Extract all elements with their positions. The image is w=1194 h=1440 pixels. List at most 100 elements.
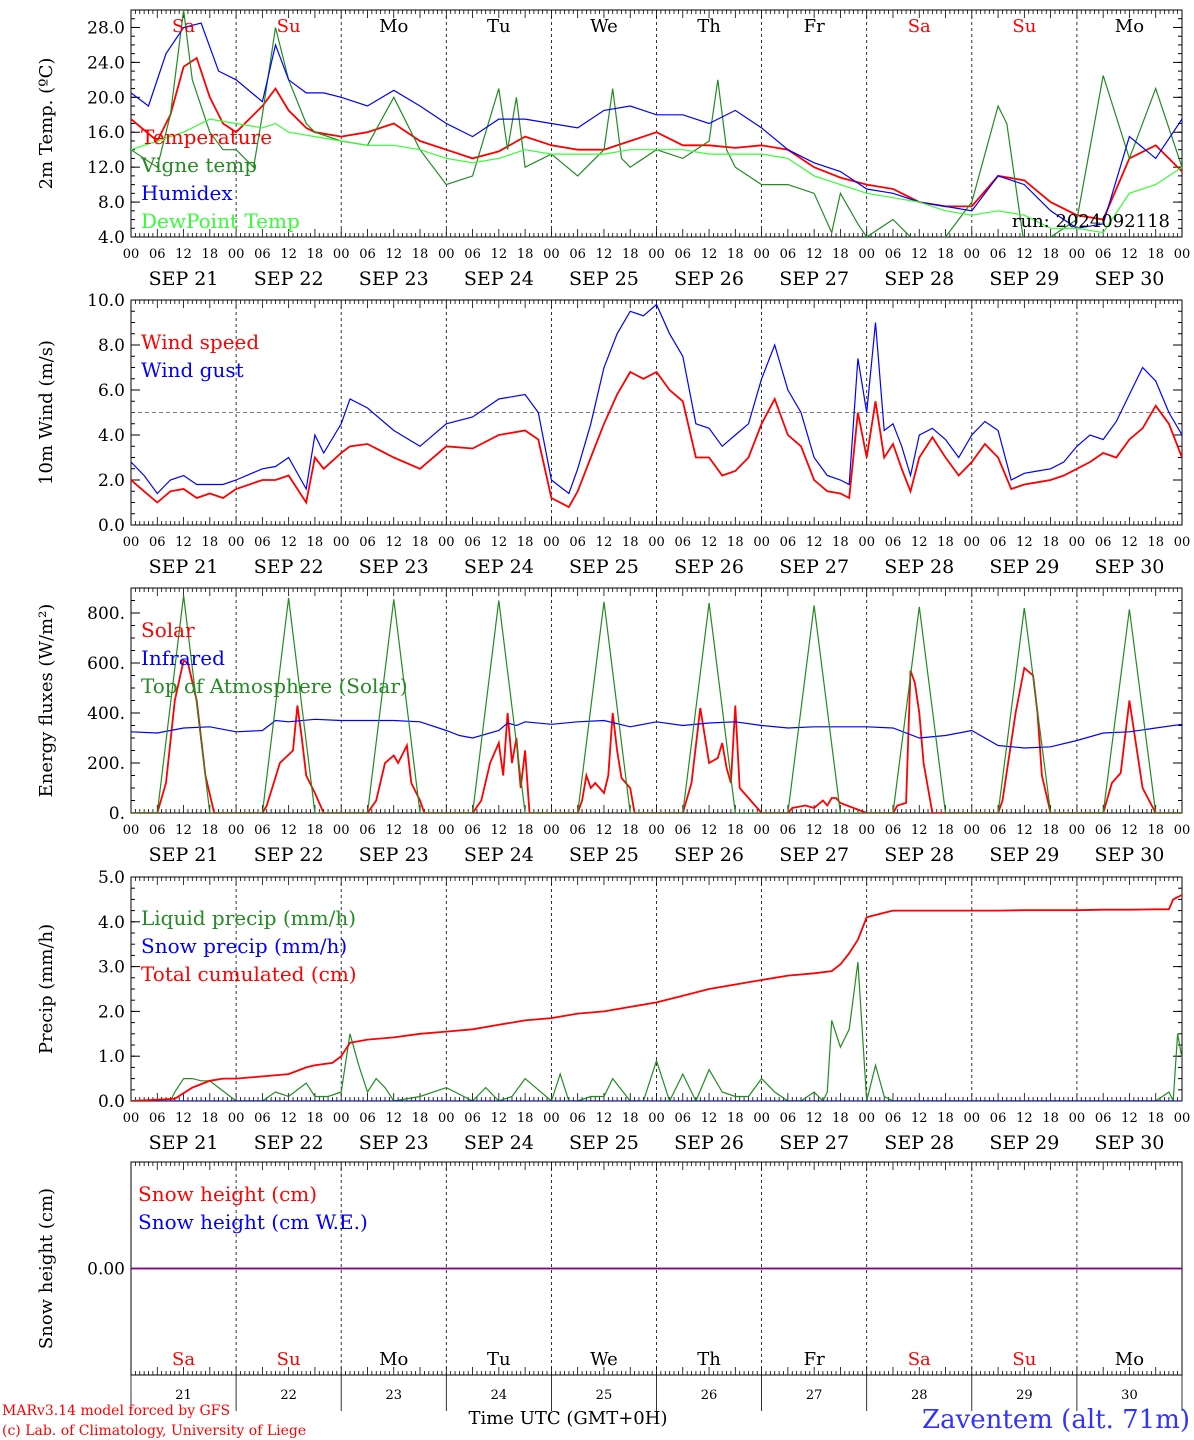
hour-tick-label: 18 <box>307 823 324 838</box>
hour-tick-label: 06 <box>569 1111 586 1126</box>
date-label: SEP 26 <box>674 556 744 578</box>
hour-tick-label: 06 <box>780 247 797 262</box>
hour-tick-label: 00 <box>858 1111 875 1126</box>
hour-tick-label: 00 <box>228 247 245 262</box>
y-tick-label: 8.0 <box>98 193 125 213</box>
hour-tick-label: 18 <box>937 1111 954 1126</box>
y-tick-label: 12.0 <box>87 158 125 178</box>
hour-tick-label: 00 <box>123 823 140 838</box>
hour-tick-label: 00 <box>648 247 665 262</box>
weekday-label: Fr <box>804 1349 825 1370</box>
hour-tick-label: 06 <box>990 535 1007 550</box>
date-label: SEP 27 <box>779 1132 849 1154</box>
hour-tick-label: 12 <box>911 1111 928 1126</box>
hour-tick-label: 18 <box>832 1111 849 1126</box>
hour-tick-label: 00 <box>753 823 770 838</box>
hour-tick-label: 18 <box>1147 247 1164 262</box>
y-tick-label: 28.0 <box>87 18 125 38</box>
hour-tick-label: 18 <box>412 247 429 262</box>
hour-tick-label: 18 <box>517 1111 534 1126</box>
y-tick-label: 4.0 <box>98 426 125 446</box>
hour-tick-label: 00 <box>228 1111 245 1126</box>
y-axis-title: Precip (mm/h) <box>36 924 57 1054</box>
hour-tick-label: 12 <box>1121 823 1138 838</box>
weekday-label: Tu <box>487 1349 511 1370</box>
weekday-label: Fr <box>804 16 825 37</box>
hour-tick-label: 06 <box>359 1111 376 1126</box>
date-label: SEP 30 <box>1095 1132 1165 1154</box>
hour-tick-label: 00 <box>648 823 665 838</box>
date-label: SEP 24 <box>464 556 534 578</box>
y-axis-title: Energy fluxes (W/m²) <box>36 604 57 798</box>
hour-tick-label: 12 <box>701 1111 718 1126</box>
hour-tick-label: 06 <box>254 535 271 550</box>
hour-tick-label: 00 <box>1069 535 1086 550</box>
hour-tick-label: 06 <box>149 247 166 262</box>
hour-tick-label: 06 <box>885 247 902 262</box>
footer-model-line: MARv3.14 model forced by GFS <box>2 1403 230 1419</box>
hour-tick-label: 18 <box>832 823 849 838</box>
hour-tick-label: 00 <box>648 1111 665 1126</box>
hour-tick-label: 12 <box>701 823 718 838</box>
hour-tick-label: 00 <box>123 535 140 550</box>
hour-tick-label: 18 <box>517 823 534 838</box>
weekday-label: Su <box>1012 1349 1036 1370</box>
date-label: SEP 21 <box>149 1132 219 1154</box>
day-number-label: 25 <box>596 1388 613 1403</box>
weekday-label: Mo <box>379 1349 408 1370</box>
date-label: SEP 28 <box>884 268 954 290</box>
weekday-label: Su <box>277 1349 301 1370</box>
hour-tick-label: 18 <box>202 823 219 838</box>
date-label: SEP 27 <box>779 268 849 290</box>
day-number-label: 27 <box>806 1388 823 1403</box>
y-tick-label: 6.0 <box>98 381 125 401</box>
hour-tick-label: 06 <box>780 1111 797 1126</box>
hour-tick-label: 12 <box>911 823 928 838</box>
hour-tick-label: 06 <box>569 247 586 262</box>
date-label: SEP 30 <box>1095 844 1165 866</box>
hour-tick-label: 18 <box>1042 247 1059 262</box>
legend-entry: Liquid precip (mm/h) <box>141 906 356 930</box>
hour-tick-label: 06 <box>1095 1111 1112 1126</box>
date-label: SEP 22 <box>254 268 324 290</box>
date-label: SEP 29 <box>989 268 1059 290</box>
hour-tick-label: 12 <box>280 247 297 262</box>
date-label: SEP 24 <box>464 268 534 290</box>
station-name: Zaventem (alt. 71m) <box>922 1405 1190 1435</box>
legend-entry: Top of Atmosphere (Solar) <box>141 674 408 698</box>
hour-tick-label: 06 <box>675 1111 692 1126</box>
hour-tick-label: 18 <box>202 247 219 262</box>
day-number-label: 28 <box>911 1388 928 1403</box>
y-tick-label: 24.0 <box>87 53 125 73</box>
hour-tick-label: 06 <box>675 535 692 550</box>
hour-tick-label: 00 <box>1069 823 1086 838</box>
date-label: SEP 25 <box>569 268 639 290</box>
hour-tick-label: 12 <box>280 535 297 550</box>
date-label: SEP 26 <box>674 844 744 866</box>
x-axis-title: Time UTC (GMT+0H) <box>469 1408 668 1429</box>
series-line-liquid-precip-mm-h- <box>131 962 1182 1101</box>
hour-tick-label: 12 <box>1121 247 1138 262</box>
date-label: SEP 21 <box>149 844 219 866</box>
hour-tick-label: 18 <box>517 535 534 550</box>
series-line-humidex <box>131 22 1182 229</box>
hour-tick-label: 06 <box>1095 823 1112 838</box>
hour-tick-label: 06 <box>359 535 376 550</box>
legend-entry: Total cumulated (cm) <box>141 962 357 986</box>
date-label: SEP 28 <box>884 556 954 578</box>
legend-entry: Vigne temp <box>140 153 257 177</box>
hour-tick-label: 06 <box>149 823 166 838</box>
date-label: SEP 26 <box>674 268 744 290</box>
hour-tick-label: 18 <box>202 535 219 550</box>
y-tick-label: 4.0 <box>98 913 125 933</box>
date-label: SEP 21 <box>149 556 219 578</box>
y-tick-label: 4.0 <box>98 228 125 248</box>
weekday-label: Sa <box>172 1349 195 1370</box>
y-axis-title: Snow height (cm) <box>36 1188 57 1349</box>
weekday-label: Sa <box>908 16 931 37</box>
hour-tick-label: 06 <box>780 535 797 550</box>
y-axis-title: 2m Temp. (ºC) <box>36 58 57 190</box>
hour-tick-label: 00 <box>543 535 560 550</box>
y-axis-title: 10m Wind (m/s) <box>36 340 57 485</box>
hour-tick-label: 12 <box>701 535 718 550</box>
